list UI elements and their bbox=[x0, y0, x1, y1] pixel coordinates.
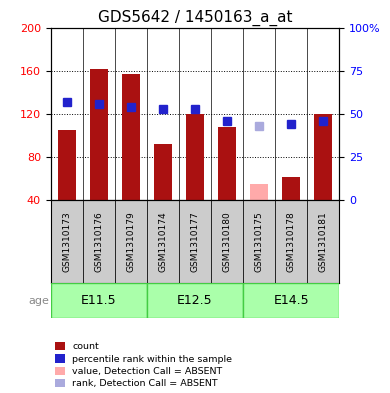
Bar bbox=[218, 127, 236, 200]
Bar bbox=[51, 283, 147, 318]
Bar bbox=[115, 200, 147, 283]
Bar bbox=[275, 200, 307, 283]
Text: GSM1310176: GSM1310176 bbox=[94, 211, 103, 272]
Bar bbox=[147, 283, 243, 318]
Bar bbox=[83, 200, 115, 283]
Text: GSM1310178: GSM1310178 bbox=[287, 211, 296, 272]
Text: GSM1310177: GSM1310177 bbox=[190, 211, 200, 272]
Bar bbox=[122, 74, 140, 200]
Bar bbox=[179, 200, 211, 283]
Text: GSM1310174: GSM1310174 bbox=[158, 211, 167, 272]
Bar bbox=[307, 200, 339, 283]
Bar bbox=[147, 200, 179, 283]
Bar bbox=[243, 200, 275, 283]
Bar bbox=[51, 200, 83, 283]
Text: GSM1310181: GSM1310181 bbox=[319, 211, 328, 272]
Text: E14.5: E14.5 bbox=[273, 294, 309, 307]
Text: age: age bbox=[28, 296, 49, 306]
Bar bbox=[282, 176, 300, 200]
Bar bbox=[314, 114, 332, 200]
Bar bbox=[243, 283, 339, 318]
Legend: count, percentile rank within the sample, value, Detection Call = ABSENT, rank, : count, percentile rank within the sample… bbox=[55, 342, 232, 388]
Title: GDS5642 / 1450163_a_at: GDS5642 / 1450163_a_at bbox=[98, 10, 292, 26]
Bar bbox=[154, 144, 172, 200]
Bar bbox=[58, 130, 76, 200]
Text: GSM1310175: GSM1310175 bbox=[255, 211, 264, 272]
Text: GSM1310180: GSM1310180 bbox=[223, 211, 232, 272]
Bar bbox=[186, 114, 204, 200]
Text: E11.5: E11.5 bbox=[81, 294, 117, 307]
Text: E12.5: E12.5 bbox=[177, 294, 213, 307]
Bar bbox=[211, 200, 243, 283]
Text: GSM1310179: GSM1310179 bbox=[126, 211, 135, 272]
Text: GSM1310173: GSM1310173 bbox=[62, 211, 71, 272]
Bar bbox=[250, 184, 268, 200]
Bar bbox=[90, 68, 108, 200]
